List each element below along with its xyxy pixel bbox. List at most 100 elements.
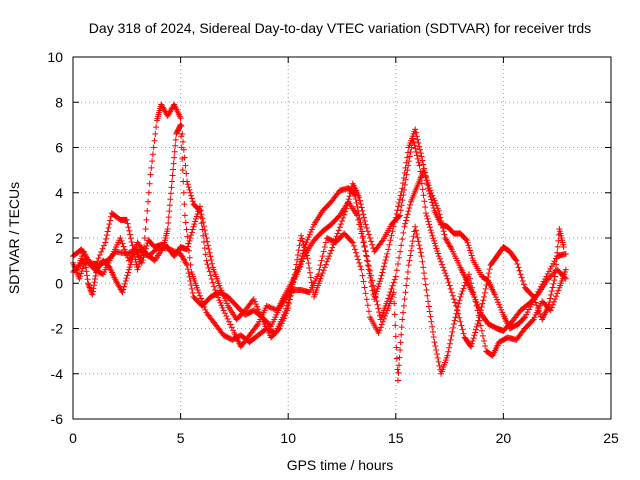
data-point <box>481 289 488 296</box>
data-point <box>473 323 480 330</box>
data-point <box>430 195 437 202</box>
data-point <box>445 348 452 355</box>
y-tick-label: -2 <box>51 321 64 337</box>
data-point <box>220 292 227 299</box>
plot-frame <box>72 56 612 420</box>
data-point <box>365 308 372 315</box>
data-point <box>189 289 196 296</box>
data-point <box>429 328 436 335</box>
data-point <box>521 314 528 321</box>
data-point <box>458 322 465 329</box>
data-point <box>477 322 484 329</box>
data-point <box>170 160 177 167</box>
data-point <box>433 350 440 357</box>
data-point <box>441 267 448 274</box>
data-point <box>394 261 401 268</box>
data-point <box>471 332 478 339</box>
data-point <box>468 280 475 287</box>
data-point <box>265 303 272 310</box>
data-point <box>392 322 399 329</box>
data-point <box>321 244 328 251</box>
data-point <box>512 256 519 263</box>
data-point <box>121 283 128 290</box>
data-point <box>119 289 126 296</box>
data-point <box>79 265 86 272</box>
data-point <box>277 322 284 329</box>
data-point <box>82 260 89 267</box>
data-point <box>393 267 400 274</box>
data-point <box>309 284 316 291</box>
data-point <box>547 295 554 302</box>
data-point <box>514 261 521 268</box>
data-point <box>129 256 136 263</box>
data-point <box>96 251 103 258</box>
data-point <box>185 270 192 277</box>
data-point <box>197 207 204 214</box>
data-point <box>201 227 208 234</box>
data-point <box>421 270 428 277</box>
data-point <box>425 218 432 225</box>
data-point <box>358 230 365 237</box>
data-point <box>289 283 296 290</box>
data-point <box>404 268 411 275</box>
data-point <box>207 253 214 260</box>
data-point <box>290 279 297 286</box>
data-point <box>336 224 343 231</box>
data-point <box>436 362 443 369</box>
data-point <box>424 179 431 186</box>
data-point <box>414 136 421 143</box>
data-point <box>498 306 505 313</box>
data-point <box>475 317 482 324</box>
data-point <box>287 292 294 299</box>
data-point <box>139 257 146 264</box>
data-point <box>128 238 135 245</box>
data-point <box>554 249 561 256</box>
data-point <box>398 324 405 331</box>
x-tick-label: 0 <box>69 430 77 446</box>
data-point <box>453 302 460 309</box>
data-point <box>469 337 476 344</box>
data-point <box>300 241 307 248</box>
data-point <box>321 264 328 271</box>
data-point <box>320 248 327 255</box>
data-point <box>103 235 110 242</box>
data-point <box>414 152 421 159</box>
data-point <box>370 282 377 289</box>
data-point <box>283 310 290 317</box>
axis-ticks: 0 5 10 15 20 25 -6 -4 -2 0 2 4 6 8 10 <box>47 49 619 446</box>
data-point <box>366 235 373 241</box>
data-point <box>482 285 489 292</box>
data-point <box>185 184 192 191</box>
data-point <box>546 268 553 275</box>
data-point <box>434 205 441 212</box>
data-point <box>361 284 368 291</box>
data-point <box>479 300 486 307</box>
data-point <box>435 253 442 260</box>
data-point <box>349 239 356 246</box>
data-point <box>217 285 224 292</box>
data-point <box>428 190 435 197</box>
data-point <box>186 186 193 193</box>
data-point <box>138 259 145 266</box>
data-point <box>377 324 384 331</box>
data-point <box>405 162 412 169</box>
data-point <box>201 304 208 311</box>
data-point <box>354 203 361 210</box>
data-point <box>198 295 205 302</box>
data-point <box>181 201 188 208</box>
data-point <box>469 284 476 291</box>
data-point <box>92 272 99 279</box>
x-tick-label: 20 <box>496 430 512 446</box>
data-point <box>438 218 445 225</box>
data-point <box>391 276 398 283</box>
data-point <box>365 231 372 238</box>
data-point <box>187 235 194 241</box>
data-point <box>285 305 292 312</box>
data-point <box>471 293 478 300</box>
data-point <box>436 255 443 262</box>
data-point <box>125 224 132 231</box>
data-point <box>417 168 424 175</box>
data-point <box>395 203 402 210</box>
data-point <box>446 282 453 289</box>
data-point <box>410 135 417 142</box>
